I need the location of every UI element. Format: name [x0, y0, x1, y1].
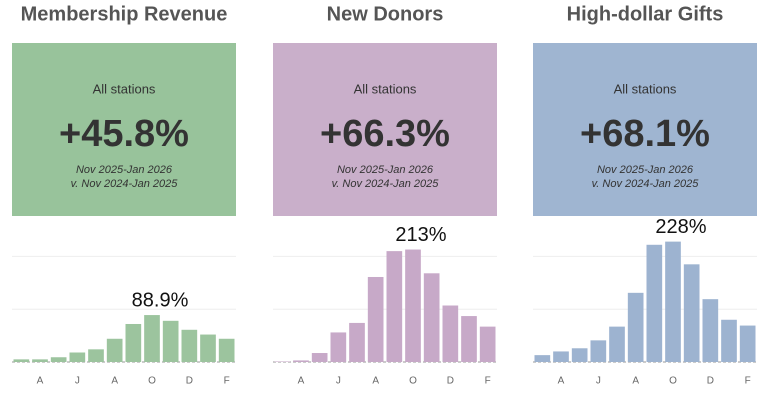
kpi-value: +66.3% [320, 113, 450, 155]
data-label: 213% [395, 224, 446, 246]
x-tick-label: A [632, 376, 639, 387]
kpi-period: v. Nov 2024-Jan 2025 [71, 178, 179, 190]
kpi-period: Nov 2025-Jan 2026 [76, 164, 173, 176]
bar [106, 338, 123, 362]
x-tick-label: A [558, 376, 565, 387]
bar [181, 329, 198, 362]
bar [13, 359, 30, 362]
kpi-label: All stations [354, 81, 417, 96]
bar [702, 299, 719, 362]
x-tick-label: D [186, 376, 193, 387]
bar [590, 340, 607, 362]
kpi-period: Nov 2025-Jan 2026 [337, 164, 434, 176]
x-tick-label: J [336, 376, 341, 387]
bar [218, 338, 235, 362]
bar [293, 360, 309, 362]
x-tick-label: F [485, 376, 491, 387]
bar [349, 322, 365, 362]
bar [721, 319, 737, 362]
x-tick-label: F [745, 376, 751, 387]
bar [423, 273, 440, 362]
bar [739, 325, 756, 362]
kpi-card [273, 43, 497, 216]
panel-title: New Donors [327, 3, 444, 25]
panel-title: Membership Revenue [21, 3, 228, 25]
bar [609, 326, 625, 362]
bar [200, 334, 216, 362]
bar [405, 249, 421, 362]
bar [367, 276, 384, 362]
bar [162, 320, 179, 362]
kpi-period: v. Nov 2024-Jan 2025 [332, 178, 440, 190]
x-tick-label: A [111, 376, 118, 387]
x-tick-label: O [669, 376, 677, 387]
bar [553, 351, 569, 362]
bar [665, 241, 681, 362]
x-tick-label: J [596, 376, 601, 387]
panel-title: High-dollar Gifts [567, 3, 724, 25]
bar [69, 352, 86, 362]
kpi-card [533, 43, 757, 216]
bar [330, 332, 347, 362]
bar [32, 359, 48, 362]
bar [311, 353, 328, 362]
kpi-card [12, 43, 236, 216]
x-tick-label: J [75, 376, 80, 387]
bar [50, 357, 67, 362]
x-tick-label: A [37, 376, 44, 387]
data-label: 228% [655, 216, 706, 238]
bar [386, 251, 403, 362]
bar [646, 244, 663, 362]
kpi-value: +45.8% [59, 113, 189, 155]
bar [125, 323, 142, 362]
kpi-label: All stations [614, 81, 677, 96]
x-tick-label: A [298, 376, 305, 387]
bar [683, 264, 700, 362]
x-tick-label: A [372, 376, 379, 387]
kpi-period: v. Nov 2024-Jan 2025 [592, 178, 700, 190]
data-label: 88.9% [132, 289, 189, 311]
bar [571, 348, 588, 362]
kpi-period: Nov 2025-Jan 2026 [597, 164, 694, 176]
x-tick-label: F [224, 376, 230, 387]
kpi-label: All stations [93, 81, 156, 96]
bar [442, 305, 459, 362]
bar [479, 326, 496, 362]
bar [88, 349, 104, 362]
x-tick-label: O [409, 376, 417, 387]
kpi-value: +68.1% [580, 113, 710, 155]
x-tick-label: D [447, 376, 454, 387]
bar [534, 355, 551, 362]
x-tick-label: D [707, 376, 714, 387]
bar [274, 361, 291, 362]
bar [461, 316, 477, 362]
x-tick-label: O [148, 376, 156, 387]
bar [144, 315, 160, 362]
bar [627, 292, 644, 362]
